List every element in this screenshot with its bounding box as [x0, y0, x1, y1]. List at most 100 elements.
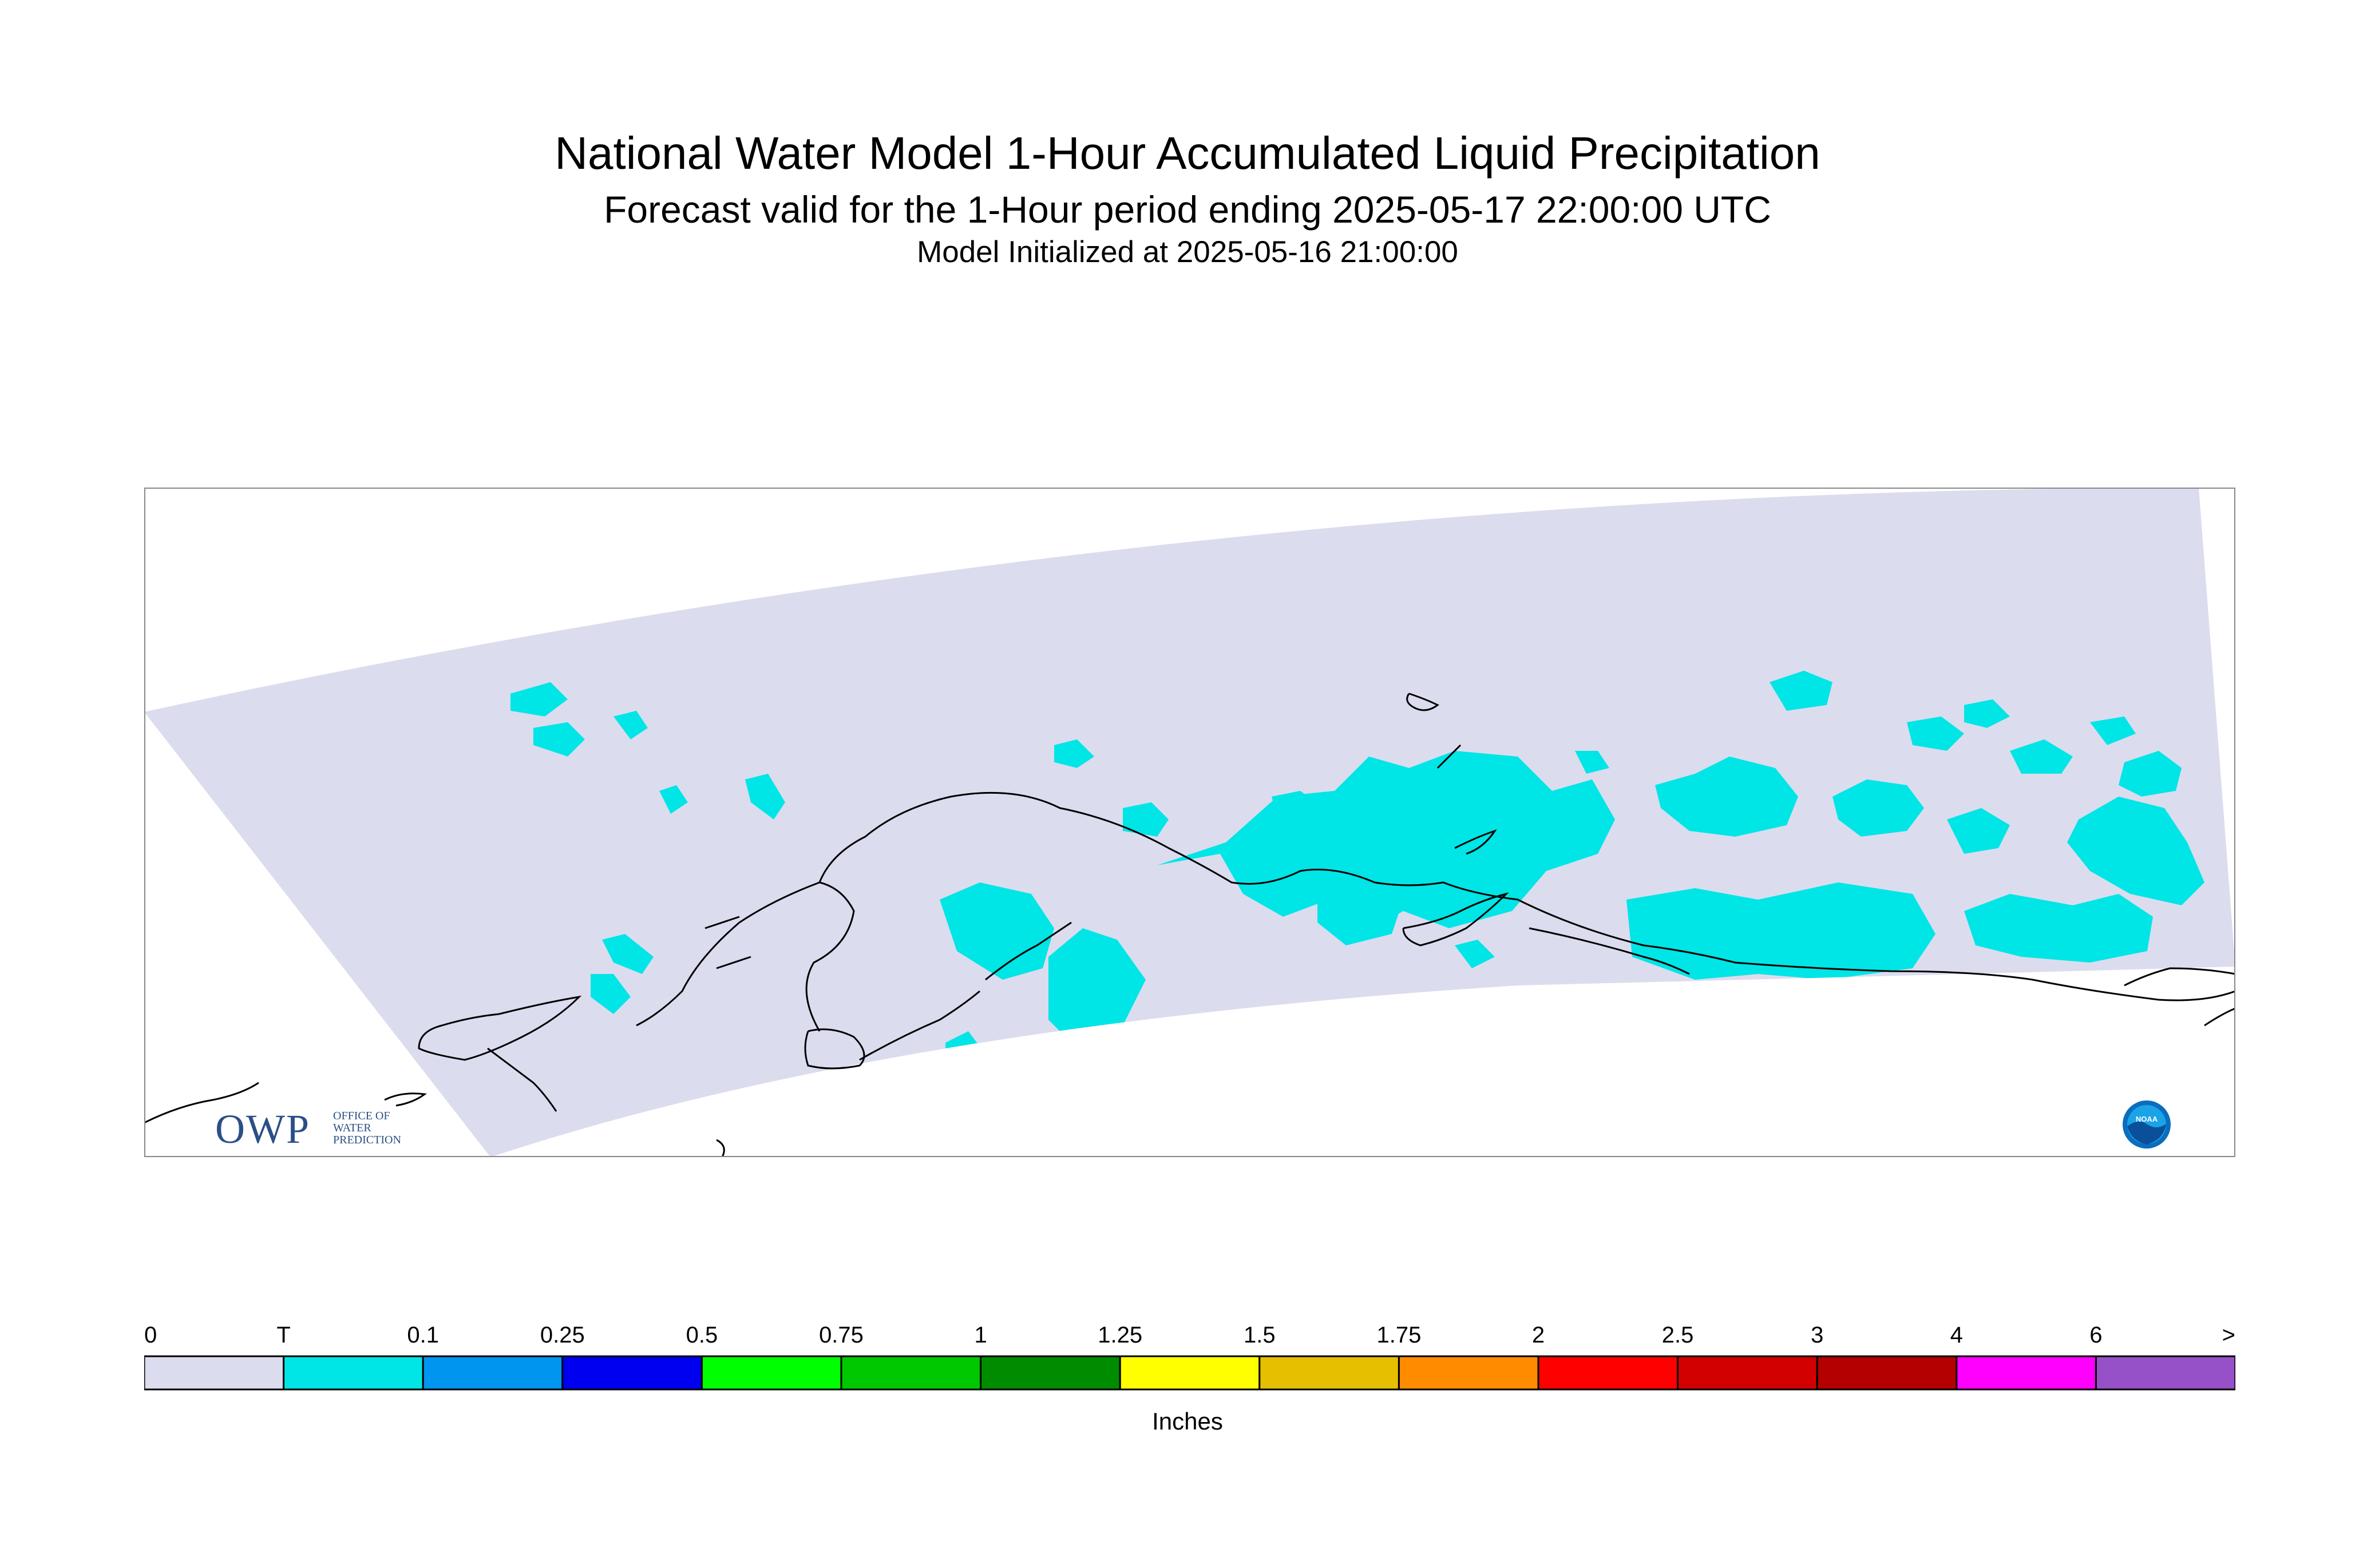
coastline: [418, 995, 582, 1061]
precip-area: [1157, 751, 1615, 934]
model-init-line: Model Initialized at 2025-05-16 21:00:00: [917, 235, 1458, 269]
coastline: [2204, 1007, 2235, 1027]
owp-line: WATER: [333, 1122, 371, 1134]
coastline: [487, 1047, 557, 1112]
map-frame: [144, 488, 2235, 1157]
coastline: [144, 1082, 259, 1124]
precip-area: [1575, 751, 1609, 774]
owp-letters: OWP: [215, 1106, 310, 1152]
colorbar-tick-label: 1.75: [1376, 1322, 1421, 1348]
coastline: [1402, 892, 1509, 947]
precip-area: [1455, 940, 1495, 968]
owp-wordmark: OFFICE OF WATER PREDICTION: [333, 1110, 401, 1146]
coastline: [805, 791, 2235, 1032]
precip-area: [1317, 871, 1403, 945]
noaa-logo-text: NOAA: [2136, 1115, 2158, 1123]
precip-area: [1123, 802, 1169, 837]
map-canvas: [144, 488, 2235, 1157]
colorbar-swatch: [2095, 1355, 2235, 1391]
precip-area: [1655, 757, 1798, 837]
owp-line: PREDICTION: [333, 1134, 401, 1146]
precip-area: [1832, 779, 1924, 837]
coastline: [1454, 829, 1497, 855]
model-domain: [144, 488, 2235, 1157]
colorbar-tick-label: >: [2222, 1322, 2235, 1348]
colorbar-tick-label: 6: [2089, 1322, 2102, 1348]
colorbar-tick-label: 0.1: [407, 1322, 439, 1348]
colorbar-tick-label: 0: [144, 1322, 157, 1348]
colorbar-legend: 0 T 0.1 0.25 0.5 0.75 1 1.25 1.5 1.75 2 2.5 3 4 6 >: [144, 1316, 2235, 1396]
coastline: [2124, 967, 2235, 987]
colorbar-swatch: [1119, 1355, 1261, 1391]
colorbar-tick-label: 0.75: [819, 1322, 864, 1348]
precip-area: [1964, 699, 2010, 728]
precip-area: [2067, 797, 2204, 905]
colorbar-swatch: [561, 1355, 703, 1391]
precip-area: [1048, 928, 1146, 1048]
colorbar-tick-label: 2: [1532, 1322, 1545, 1348]
precip-area: [940, 882, 1054, 980]
coastline: [985, 921, 1072, 981]
colorbar-swatch: [700, 1355, 842, 1391]
precip-area: [745, 774, 785, 819]
colorbar-swatch: [1398, 1355, 1539, 1391]
coastline: [1436, 744, 1462, 769]
colorbar-tick-label: T: [276, 1322, 290, 1348]
precip-area: [1054, 739, 1094, 768]
coastlines: [144, 692, 2235, 1157]
colorbar-tick-label: 1: [974, 1322, 987, 1348]
colorbar-tick-label: 4: [1950, 1322, 1963, 1348]
coastline: [716, 1139, 725, 1157]
colorbar-tick-label: 3: [1811, 1322, 1823, 1348]
precip-area: [1770, 671, 1832, 711]
colorbar-swatch: [980, 1355, 1121, 1391]
precip-area: [602, 934, 654, 974]
coastline: [636, 881, 820, 1027]
precip-area: [1907, 716, 1964, 751]
colorbar-swatch: [1258, 1355, 1400, 1391]
colorbar-swatch: [1816, 1355, 1958, 1391]
precip-area: [533, 722, 585, 757]
precip-area: [1272, 791, 1323, 825]
colorbar: 0 T 0.1 0.25 0.5 0.75 1 1.25 1.5 1.75 2 2.5 3 4 6 >: [144, 1322, 2235, 1391]
colorbar-swatch: [422, 1355, 564, 1391]
colorbar-tick-label: 1.5: [1244, 1322, 1276, 1348]
colorbar-tick-label: 0.5: [686, 1322, 718, 1348]
colorbar-swatch: [144, 1355, 285, 1391]
noaa-logo-icon: NOAA: [2123, 1100, 2171, 1149]
map-title: National Water Model 1-Hour Accumulated …: [555, 128, 1820, 179]
coastline: [384, 1092, 427, 1107]
colorbar-swatch: [1537, 1355, 1679, 1391]
colorbar-tick-label: 1.25: [1098, 1322, 1142, 1348]
colorbar-tick-label: 0.25: [540, 1322, 585, 1348]
precip-area: [613, 711, 648, 739]
coastline: [859, 990, 980, 1061]
precip-area: [2119, 751, 2182, 797]
precip-area: [591, 974, 631, 1014]
colorbar-swatch: [1956, 1355, 2097, 1391]
owp-line: OFFICE OF: [333, 1110, 390, 1122]
map-subtitle: Forecast valid for the 1-Hour period end…: [604, 188, 1771, 231]
coastline: [716, 956, 751, 969]
colorbar-swatch: [840, 1355, 982, 1391]
colorbar-units: Inches: [1152, 1408, 1223, 1435]
precip-area: [659, 785, 688, 814]
colorbar-swatch: [283, 1355, 424, 1391]
coastline: [1529, 927, 1690, 975]
precip-area: [1964, 894, 2153, 963]
coastline: [704, 916, 740, 929]
precip-area: [2090, 716, 2136, 745]
coastline: [804, 1028, 865, 1070]
colorbar-swatch: [1677, 1355, 1818, 1391]
precip-trace-areas: [510, 671, 2204, 1077]
colorbar-swatches: [144, 1355, 2235, 1391]
precip-area: [1947, 808, 2010, 854]
precipitation-map: OWP OFFICE OF WATER PREDICTION NOAA: [144, 488, 2235, 1157]
precip-area: [2010, 739, 2073, 774]
precip-area: [1541, 825, 1581, 854]
colorbar-tick-label: 2.5: [1662, 1322, 1694, 1348]
precip-area: [510, 682, 568, 716]
colorbar-tick-labels: 0 T 0.1 0.25 0.5 0.75 1 1.25 1.5 1.75 2 2.5 3 4 6 >: [144, 1322, 2235, 1348]
coastline: [1406, 692, 1439, 711]
owp-logo: OWP OFFICE OF WATER PREDICTION: [215, 1106, 444, 1157]
